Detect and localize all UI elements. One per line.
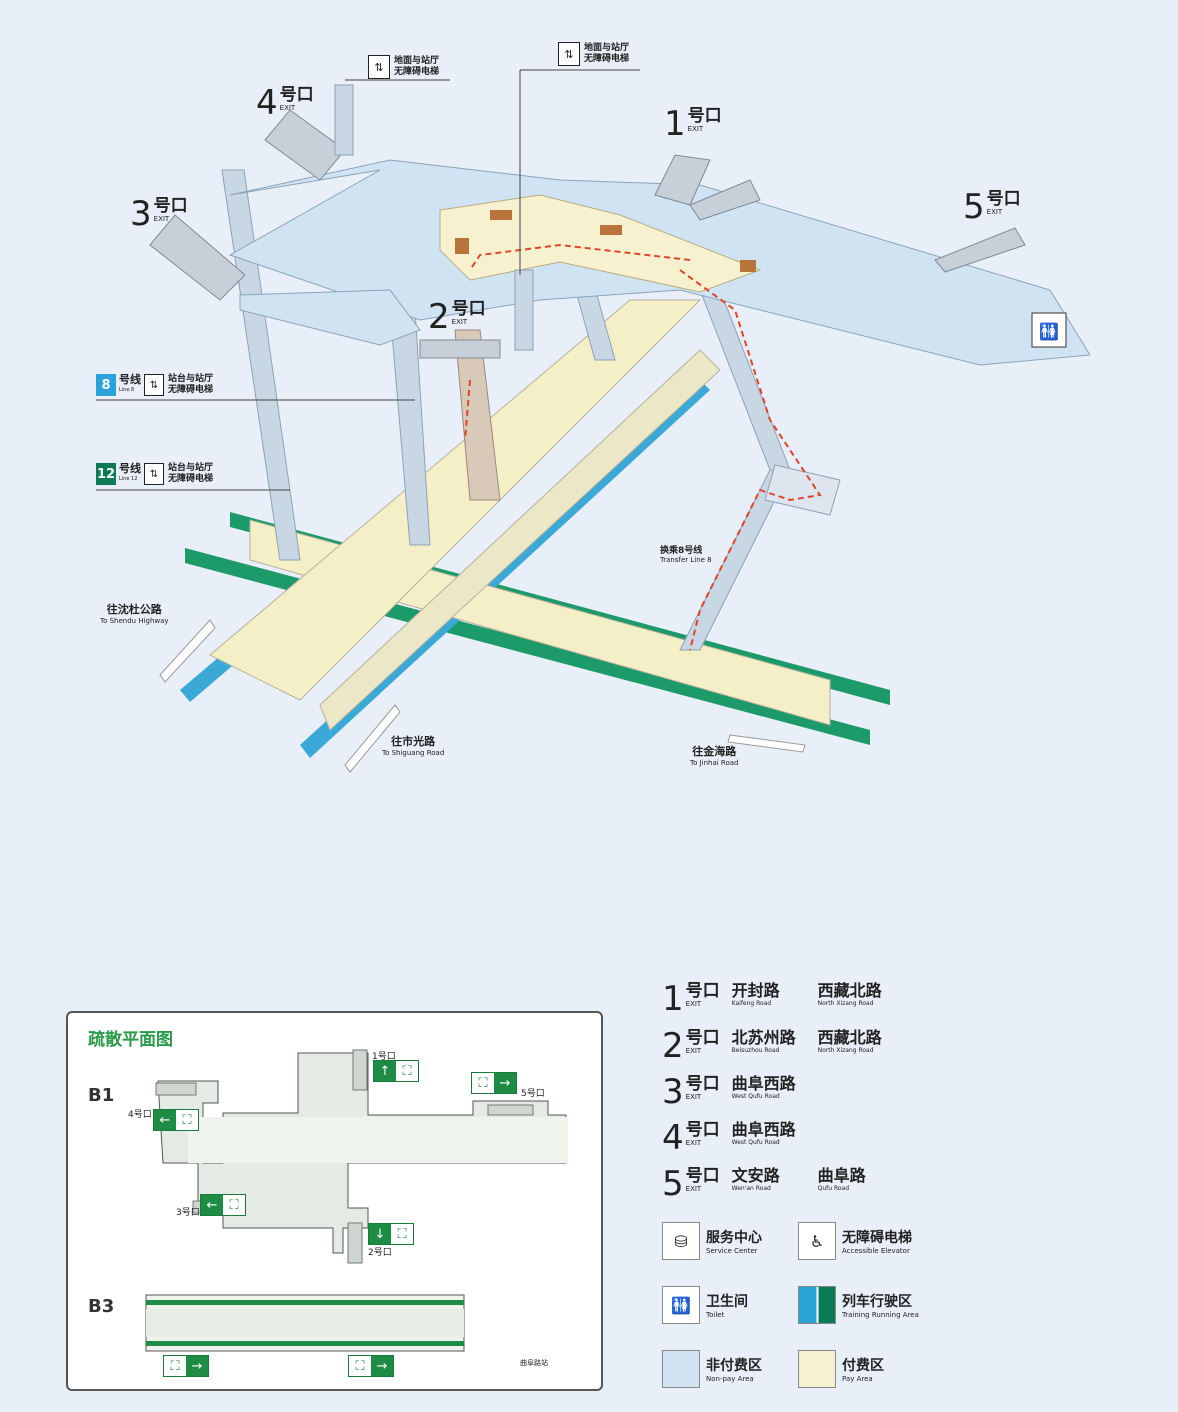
exit-sign-b3-left: ⛶ →	[163, 1355, 209, 1377]
exit-mark-3: 3号口	[176, 1208, 200, 1218]
legend-exit-5: 5 号口 EXIT 文安路 Wen'an Road 曲阜路 Qufu Road	[662, 1164, 866, 1204]
elevator-label-center: ⇅ 地面与站厅 无障碍电梯	[558, 42, 629, 66]
station-name: 曲阜路站	[520, 1359, 548, 1367]
exit-sign-right-5: ⛶ →	[471, 1072, 517, 1094]
toilet-icon: 🚻	[1039, 322, 1059, 341]
b3-track-top	[146, 1300, 464, 1305]
service-counter-4	[740, 260, 756, 272]
elevator-shaft-center	[514, 269, 534, 351]
legend-exit-1: 1 号口 EXIT 开封路 Kaifeng Road 西藏北路 North Xizan…	[662, 979, 882, 1019]
legend-pay: 付费区 Pay Area	[798, 1350, 884, 1388]
elevator-shaft-line12	[221, 169, 301, 561]
toilet-icon: 🚻	[662, 1286, 700, 1324]
exit-3-label: 3 号口 EXIT	[130, 194, 188, 234]
level-b1-label: B1	[88, 1085, 115, 1106]
line12-elevator-tag: 12 号线 Line 12 ⇅ 站台与站厅 无障碍电梯	[96, 462, 214, 485]
exit-mark-1: 1号口	[372, 1052, 396, 1062]
b3-track-bottom	[146, 1341, 464, 1346]
station-3d-diagram: 🚻	[96, 69, 1091, 773]
direction-arrow-shendu	[159, 619, 216, 683]
direction-arrow-shiguang	[344, 704, 401, 773]
legend-service-center: ⛁ 服务中心 Service Center	[662, 1222, 762, 1260]
legend-toilet: 🚻 卫生间 Toilet	[662, 1286, 748, 1324]
exit-sign-left-3: ← ⛶	[200, 1194, 246, 1216]
level-b3-label: B3	[88, 1296, 115, 1317]
legend-track-area: 列车行驶区 Training Running Area	[798, 1286, 919, 1324]
accessible-elevator-icon: ⇅	[144, 463, 164, 485]
exit-mark-2: 2号口	[368, 1248, 392, 1258]
legend-exit-3: 3 号口 EXIT 曲阜西路 West Qufu Road	[662, 1072, 796, 1112]
b1-stair-1	[352, 1049, 368, 1091]
direction-shiguang: 往市光路 To Shiguang Road	[382, 735, 445, 757]
accessible-elevator-icon: ⇅	[368, 55, 390, 79]
escalator-exit-5	[934, 227, 1026, 273]
exit-sign-down: ↓ ⛶	[368, 1223, 414, 1245]
line8-elevator-tag: 8 号线 Line 8 ⇅ 站台与站厅 无障碍电梯	[96, 374, 213, 396]
evacuation-title: 疏散平面图	[88, 1030, 173, 1050]
exit-1-label: 1 号口 EXIT	[664, 104, 722, 144]
escalator-shaft-2	[454, 329, 501, 501]
service-counter-1	[490, 210, 512, 220]
b1-stair-2	[347, 1222, 363, 1264]
toilet-marker	[1031, 312, 1067, 348]
non-pay-area-swatch	[662, 1350, 700, 1388]
track-area-icon	[798, 1286, 836, 1324]
exit-2-label: 2 号口 EXIT	[428, 297, 486, 337]
platform-line8-b	[319, 349, 721, 731]
elevator-shaft-exit4	[334, 84, 354, 156]
service-counter-2	[600, 225, 622, 235]
escalator-exit-3	[149, 214, 246, 301]
direction-jinhai: 往金海路 To Jinhai Road	[690, 745, 739, 767]
evacuation-floorplan	[145, 1049, 568, 1352]
accessible-elevator-icon: ♿	[798, 1222, 836, 1260]
transfer-label: 换乘8号线 Transfer Line 8	[660, 546, 712, 564]
pay-area-swatch	[798, 1350, 836, 1388]
escalator-exit-2	[419, 339, 501, 359]
legend-exit-2: 2 号口 EXIT 北苏州路 Beisuzhou Road 西藏北路 North Xi…	[662, 1026, 882, 1066]
exit-5-label: 5 号口 EXIT	[963, 187, 1021, 227]
legend-non-pay: 非付费区 Non-pay Area	[662, 1350, 762, 1388]
exit-4-label: 4 号口 EXIT	[256, 83, 314, 123]
exit-mark-4: 4号口	[128, 1110, 152, 1120]
accessible-elevator-icon: ⇅	[144, 374, 164, 396]
exit-sign-left-4: ← ⛶	[153, 1109, 199, 1131]
accessible-elevator-icon: ⇅	[558, 42, 580, 66]
legend-exit-4: 4 号口 EXIT 曲阜西路 West Qufu Road	[662, 1118, 796, 1158]
evacuation-plan: 疏散平面图 B1 B3 ↑ ⛶ 1号口 ⛶ → 5号口 ← ⛶ 4号口 ← ⛶ 3号口 …	[66, 1011, 603, 1391]
legend-accessible-elevator: ♿ 无障碍电梯 Accessible Elevator	[798, 1222, 912, 1260]
b3-island	[146, 1309, 464, 1337]
exit-mark-5: 5号口	[521, 1089, 545, 1099]
b1-concourse	[188, 1117, 568, 1163]
exit-sign-b3-right: ⛶ →	[348, 1355, 394, 1377]
transfer-ramp	[699, 289, 791, 471]
b1-stair-5	[487, 1104, 534, 1116]
b1-stair-4	[155, 1082, 197, 1096]
escalator-exit-1	[654, 154, 711, 206]
escalator-exit-1b	[689, 179, 761, 221]
transfer-route-2	[464, 379, 471, 441]
exit-sign-up: ↑ ⛶	[373, 1060, 419, 1082]
elevator-label-exit4: ⇅ 地面与站厅 无障碍电梯	[368, 55, 439, 79]
service-center-icon: ⛁	[662, 1222, 700, 1260]
concourse-nonpay-south	[239, 289, 421, 346]
direction-shendu: 往沈杜公路 To Shendu Highway	[100, 603, 169, 625]
direction-arrow-jinhai	[727, 734, 806, 753]
transfer-landing	[764, 464, 841, 516]
service-counter-3	[455, 238, 469, 254]
